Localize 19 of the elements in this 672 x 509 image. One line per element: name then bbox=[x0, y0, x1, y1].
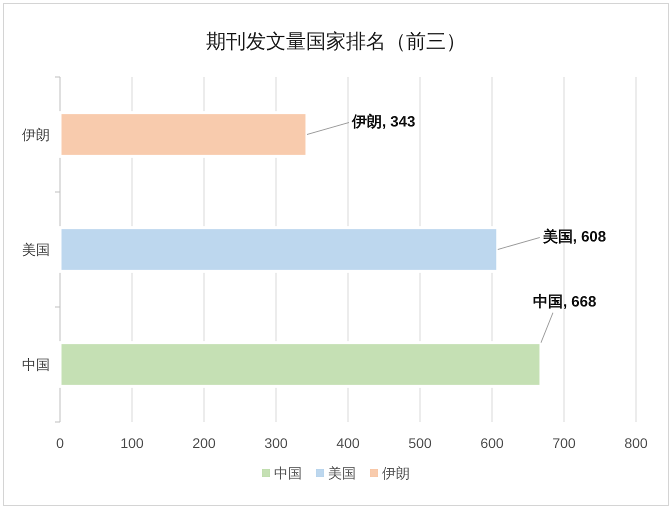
legend-label: 伊朗 bbox=[382, 465, 410, 481]
legend-label: 中国 bbox=[274, 465, 302, 481]
data-label: 伊朗, 343 bbox=[350, 112, 416, 130]
x-tick-label: 800 bbox=[624, 435, 648, 451]
legend-label: 美国 bbox=[328, 465, 356, 481]
data-label: 中国, 668 bbox=[532, 294, 596, 311]
x-tick-label: 400 bbox=[336, 435, 360, 451]
y-tick-label: 美国 bbox=[22, 242, 50, 258]
x-tick-label: 0 bbox=[56, 435, 64, 451]
x-tick-label: 600 bbox=[480, 435, 504, 451]
x-tick-label: 100 bbox=[120, 435, 144, 451]
x-tick-label: 200 bbox=[192, 435, 216, 451]
x-tick-label: 500 bbox=[408, 435, 432, 451]
y-tick-label: 中国 bbox=[22, 356, 50, 372]
x-tick-label: 300 bbox=[264, 435, 288, 451]
chart-title: 期刊发文量国家排名（前三） bbox=[206, 31, 466, 53]
x-tick-label: 700 bbox=[552, 435, 576, 451]
y-tick-label: 伊朗 bbox=[22, 126, 50, 142]
data-label: 美国, 608 bbox=[542, 228, 606, 246]
